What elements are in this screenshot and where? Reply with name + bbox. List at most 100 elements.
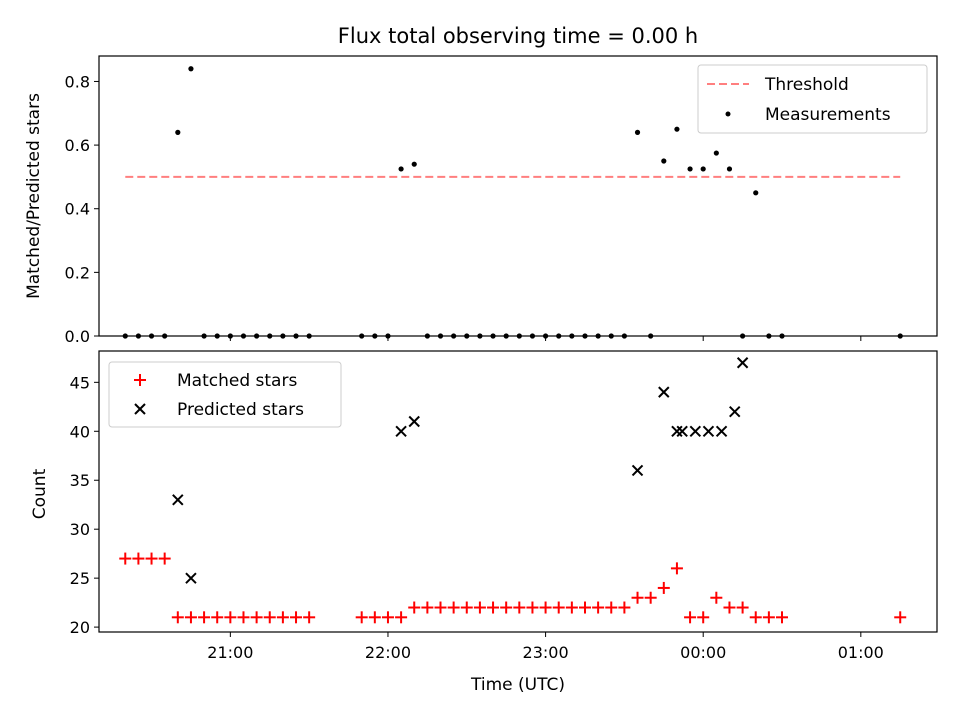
matched-star-point <box>290 611 303 624</box>
x-tick-label: 01:00 <box>838 643 884 662</box>
bottom-y-tick-label: 20 <box>70 618 90 637</box>
matched-star-point <box>749 611 762 624</box>
matched-star-point <box>408 601 421 614</box>
legend-threshold-label: Threshold <box>764 75 849 95</box>
matched-star-point <box>657 581 670 594</box>
legend-matched-swatch <box>134 374 146 386</box>
legend-measurements-label: Measurements <box>765 105 891 125</box>
matched-star-point <box>132 552 145 565</box>
legend-predicted-swatch <box>134 403 146 415</box>
predicted-star-point <box>676 425 688 437</box>
bottom-y-tick-label: 40 <box>70 422 90 441</box>
top-y-tick-label: 0.4 <box>65 200 90 219</box>
measurement-point <box>687 166 693 172</box>
x-tick-label: 22:00 <box>365 643 411 662</box>
top-y-axis-label: Matched/Predicted stars <box>24 93 44 299</box>
matched-star-point <box>381 611 394 624</box>
bottom-legend-frame <box>108 361 342 428</box>
bottom-y-tick-label: 30 <box>70 520 90 539</box>
matched-star-point <box>473 601 486 614</box>
bottom-y-tick-label: 45 <box>70 373 90 392</box>
matched-star-point <box>211 611 224 624</box>
predicted-star-point <box>658 386 670 398</box>
legend-predicted-label: Predicted stars <box>177 400 304 420</box>
bottom-y-axis-label: Count <box>30 468 50 519</box>
matched-star-point <box>487 601 500 614</box>
predicted-star-point <box>395 425 407 437</box>
matched-star-point <box>592 601 605 614</box>
predicted-star-point <box>702 425 715 437</box>
matched-star-point <box>513 601 526 614</box>
matched-star-point <box>684 611 697 624</box>
matched-star-point <box>565 601 578 614</box>
matched-star-point <box>395 611 408 624</box>
predicted-star-point <box>631 464 644 477</box>
bottom-plot-area <box>119 357 907 624</box>
matched-star-point <box>434 601 447 614</box>
x-tick-label: 00:00 <box>680 643 726 662</box>
matched-star-point <box>158 552 171 565</box>
top-y-tick-label: 0.8 <box>65 72 90 91</box>
measurement-point <box>753 190 759 196</box>
matched-star-point <box>697 611 710 624</box>
matched-star-point <box>631 591 644 604</box>
measurement-point <box>713 150 719 156</box>
measurement-point <box>398 166 404 172</box>
top-axes-frame <box>98 55 938 337</box>
matched-star-point <box>670 562 683 575</box>
top-y-tick-label: 0.2 <box>65 263 90 282</box>
matched-star-point <box>119 552 132 565</box>
measurement-point <box>175 129 181 135</box>
matched-star-point <box>762 611 775 624</box>
measurement-point <box>661 158 667 164</box>
top-legend-frame <box>697 64 928 134</box>
matched-star-point <box>276 611 289 624</box>
predicted-star-point <box>185 572 197 584</box>
matched-star-point <box>605 601 618 614</box>
bottom-legend: Matched stars Predicted stars <box>108 361 342 428</box>
matched-star-point <box>644 591 657 604</box>
predicted-star-point <box>736 357 749 369</box>
predicted-star-point <box>408 415 420 428</box>
matched-star-point <box>355 611 368 624</box>
matched-star-point <box>184 611 197 624</box>
top-legend: Threshold Measurements <box>697 64 928 134</box>
predicted-star-point <box>172 494 184 506</box>
matched-star-point <box>552 601 565 614</box>
matched-star-point <box>224 611 237 624</box>
measurement-point <box>634 129 641 135</box>
bottom-axes-frame <box>98 350 938 633</box>
measurement-point <box>674 126 680 132</box>
matched-star-point <box>263 611 276 624</box>
matched-star-point <box>145 552 158 565</box>
matched-star-point <box>421 601 434 614</box>
measurement-point <box>726 166 733 172</box>
measurement-point <box>700 166 706 172</box>
matched-star-point <box>303 611 316 624</box>
matched-star-point <box>776 611 789 624</box>
bottom-y-tick-label: 35 <box>70 471 90 490</box>
measurement-point <box>411 161 417 167</box>
matched-star-point <box>237 611 250 624</box>
legend-matched-label: Matched stars <box>177 371 297 391</box>
predicted-star-point <box>729 405 741 418</box>
x-tick-label: 21:00 <box>207 643 253 662</box>
matched-star-point <box>723 601 736 614</box>
measurement-point <box>188 66 194 72</box>
top-chart-title: Flux total observing time = 0.00 h <box>338 24 698 48</box>
predicted-star-point <box>671 425 683 437</box>
matched-star-point <box>539 601 552 614</box>
matched-star-point <box>894 611 907 624</box>
matched-star-point <box>710 591 723 604</box>
matched-star-point <box>526 601 539 614</box>
matched-star-point <box>460 601 473 614</box>
top-y-tick-label: 0.0 <box>65 327 90 346</box>
x-tick-label: 23:00 <box>523 643 569 662</box>
legend-measurements-swatch <box>725 111 731 117</box>
matched-star-point <box>500 601 513 614</box>
predicted-star-point <box>689 425 702 437</box>
matched-star-point <box>578 601 591 614</box>
matched-star-point <box>447 601 460 614</box>
x-axis-label: Time (UTC) <box>470 675 565 695</box>
